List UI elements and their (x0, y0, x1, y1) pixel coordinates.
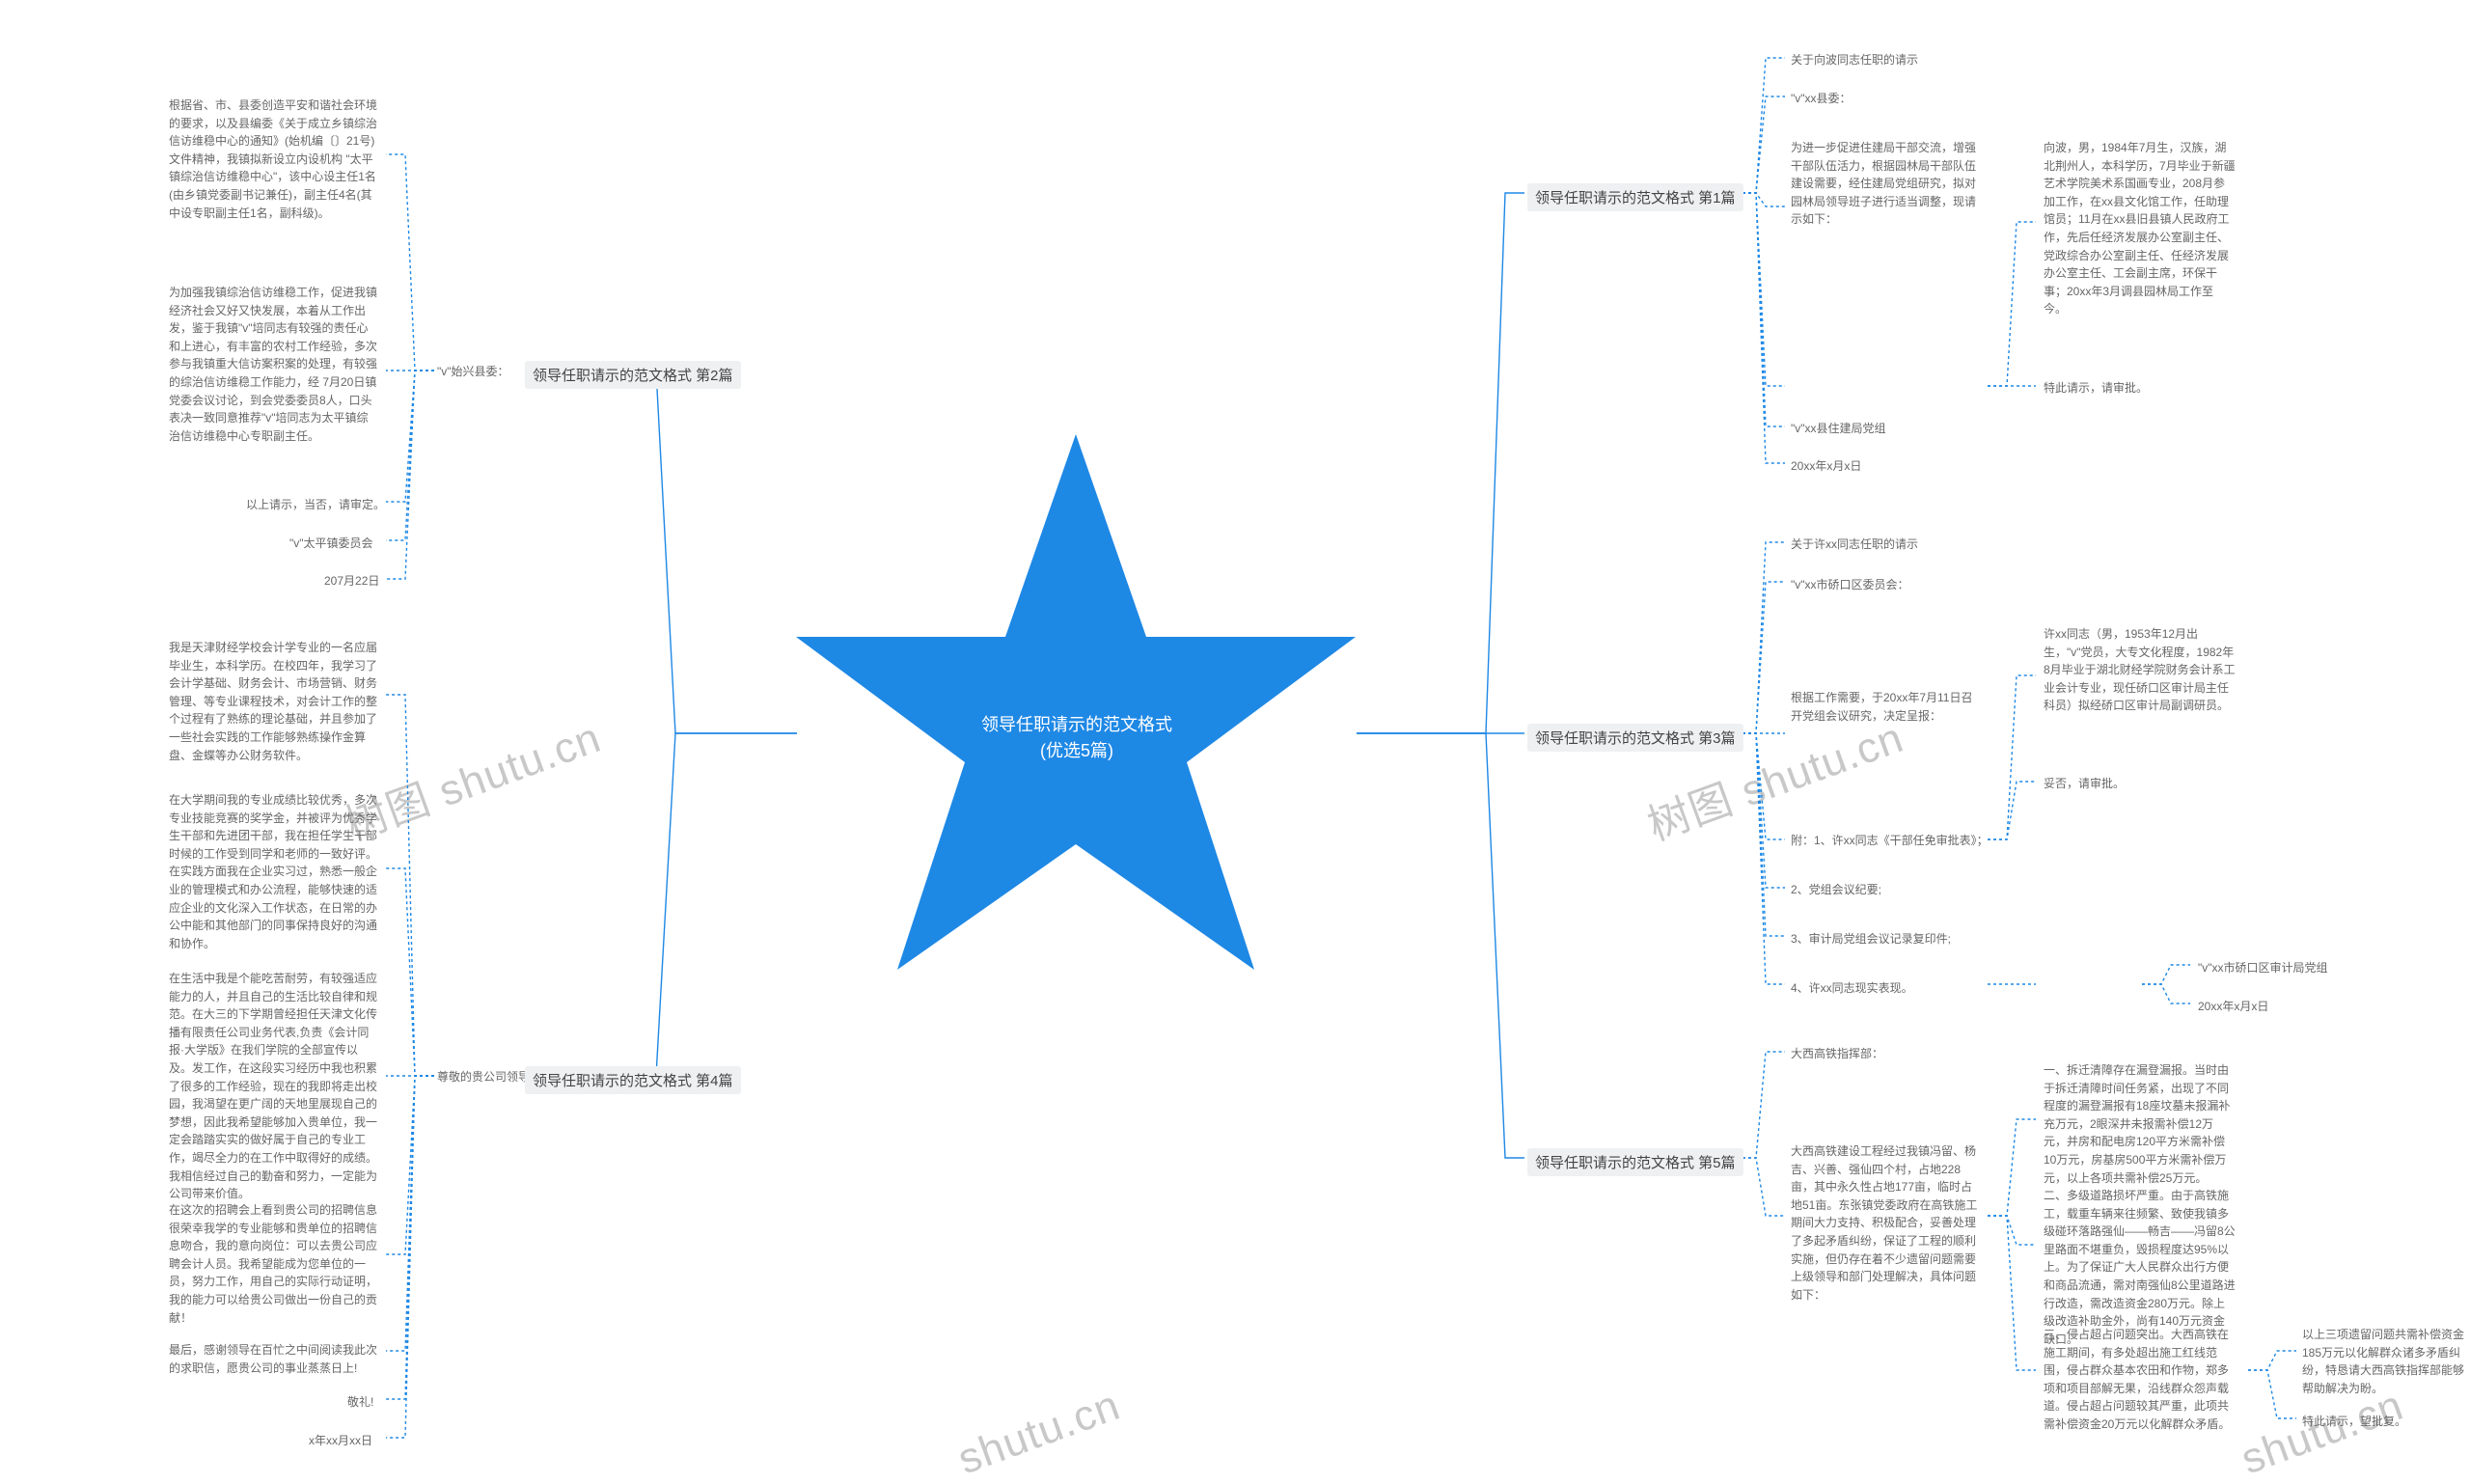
b5-n6: 以上三项遗留问题共需补偿资金185万元以化解群众诸多矛盾纠纷，特恳请大西高铁指挥… (2302, 1326, 2466, 1397)
b2-n3: 以上请示，当否，请审定。 (246, 496, 385, 512)
b1-n3: 向波，男，1984年7月生，汉族，湖北荆州人，本科学历，7月毕业于新疆艺术学院美… (2044, 139, 2237, 318)
b2-n4: "v"太平镇委员会 (289, 535, 373, 551)
b3-n2: "v"xx市硚口区委员会： (1791, 576, 1909, 592)
b1-n1: 关于向波同志任职的请示 (1791, 51, 1918, 68)
b2-n2: 为加强我镇综治信访维稳工作，促进我镇经济社会又好又快发展，本着从工作出发，鉴于我… (169, 284, 379, 445)
b3-n9: 4、许xx同志现实表现。 (1791, 979, 1913, 996)
b4-n6: 敬礼! (347, 1393, 373, 1410)
b2-n5: 207月22日 (324, 572, 379, 589)
b1-n4: 为进一步促进住建局干部交流，增强干部队伍活力，根据园林局干部队伍建设需要，经住建… (1791, 139, 1984, 229)
b4-n1: 我是天津财经学校会计学专业的一名应届毕业生，本科学历。在校四年，我学习了会计学基… (169, 639, 379, 764)
b3-n9b: 20xx年x月x日 (2198, 998, 2268, 1014)
b5-n7: 特此请示，望批复。 (2302, 1413, 2406, 1429)
b4-n4: 在这次的招聘会上看到贵公司的招聘信息很荣幸我学的专业能够和贵单位的招聘信息吻合，… (169, 1201, 379, 1327)
b3-n5: 妥否，请审批。 (2044, 775, 2125, 791)
b1-n5: 特此请示，请审批。 (2044, 379, 2148, 396)
branch-5-label: 领导任职请示的范文格式 第5篇 (1527, 1148, 1743, 1176)
branch-4-label: 领导任职请示的范文格式 第4篇 (525, 1066, 741, 1094)
b5-n4: 二、多级道路损坏严重。由于高铁施工，载重车辆来往频繁、致使我镇多级碰环落路强仙—… (2044, 1187, 2237, 1348)
b4-n3: 在生活中我是个能吃苦耐劳，有较强适应能力的人，并且自己的生活比较自律和规范。在大… (169, 970, 379, 1203)
branch-3-label: 领导任职请示的范文格式 第3篇 (1527, 724, 1743, 752)
b3-n6: 附：1、许xx同志《干部任免审批表》； (1791, 832, 1989, 848)
b5-n2: 大西高铁建设工程经过我镇冯留、杨吉、兴善、强仙四个村，占地228亩，其中永久性占… (1791, 1142, 1984, 1304)
b4-n2: 在大学期间我的专业成绩比较优秀，多次专业技能竞赛的奖学金，并被评为优秀学生干部和… (169, 791, 379, 952)
b4-n5: 最后，感谢领导在百忙之中间阅读我此次的求职信，愿贵公司的事业蒸蒸日上! (169, 1341, 379, 1377)
b3-n8: 3、审计局党组会议记录复印件; (1791, 930, 1951, 947)
b5-n5: 三、侵占超占问题突出。大西高铁在施工期间，有多处超出施工红线范围，侵占群众基本农… (2044, 1326, 2237, 1434)
b5-n3: 一、拆迁清障存在漏登漏报。当时由于拆迁清障时间任务紧，出现了不同程度的漏登漏报有… (2044, 1061, 2237, 1187)
branch-1-label: 领导任职请示的范文格式 第1篇 (1527, 183, 1743, 211)
b2-prefix: "v"始兴县委： (437, 363, 509, 379)
b2-n1: 根据省、市、县委创造平安和谐社会环境的要求，以及县编委《关于成立乡镇综治信访维稳… (169, 96, 379, 222)
b5-n1: 大西高铁指挥部： (1791, 1045, 1883, 1061)
b3-n3: 许xx同志（男，1953年12月出生，"v"党员，大专文化程度，1982年8月毕… (2044, 625, 2237, 715)
b1-n2: "v"xx县委： (1791, 90, 1852, 106)
b4-n7: x年xx月xx日 (309, 1432, 372, 1448)
b1-n6: "v"xx县住建局党组 (1791, 420, 1886, 436)
branch-2-label: 领导任职请示的范文格式 第2篇 (525, 361, 741, 389)
b3-n4: 根据工作需要，于20xx年7月11日召开党组会议研究，决定呈报： (1791, 689, 1984, 725)
b3-n9a: "v"xx市硚口区审计局党组 (2198, 959, 2328, 976)
b3-n7: 2、党组会议纪要; (1791, 881, 1881, 897)
b3-n1: 关于许xx同志任职的请示 (1791, 536, 1918, 552)
b1-n7: 20xx年x月x日 (1791, 457, 1861, 474)
